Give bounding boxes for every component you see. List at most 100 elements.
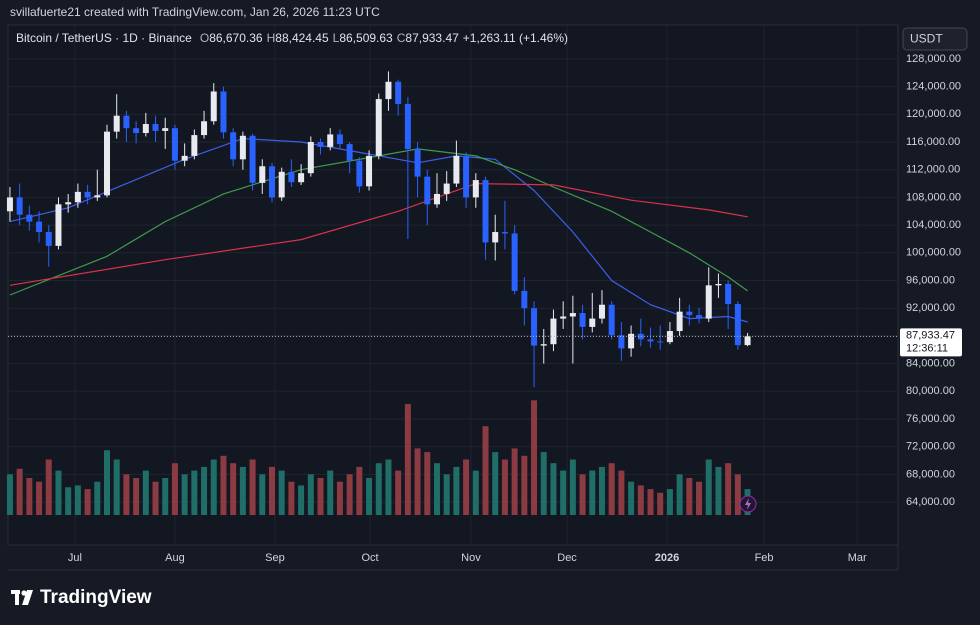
candle-body [103, 131, 110, 196]
volume-bar [385, 459, 392, 515]
volume-bar [249, 459, 256, 515]
candle-body [589, 318, 596, 327]
volume-bar [74, 485, 81, 515]
volume-bar [26, 478, 33, 515]
y-tick-label: 64,000.00 [906, 496, 955, 508]
volume-bar [55, 470, 62, 515]
legend-ohlc-label: C [397, 31, 406, 45]
credit: svillafuerte21 created with TradingView.… [10, 5, 380, 19]
candle-body [676, 311, 683, 332]
candle-body [433, 193, 440, 205]
candle-body [375, 99, 382, 156]
volume-bar [540, 452, 547, 515]
volume-bar [550, 463, 557, 515]
volume-bar [395, 470, 402, 515]
chart-pane [7, 24, 899, 546]
volume-bar [657, 492, 664, 515]
candle-body [210, 91, 217, 122]
logo-shape [15, 590, 19, 605]
volume-bar [152, 481, 159, 515]
volume-bar [210, 459, 217, 515]
candle-body [540, 344, 547, 346]
volume-bar [637, 485, 644, 515]
volume-bar [676, 474, 683, 515]
volume-bar [65, 487, 72, 515]
volume-bar [298, 485, 305, 515]
y-tick-label: 68,000.00 [906, 468, 955, 480]
volume-bar [443, 474, 450, 515]
volume-bar [113, 459, 120, 515]
volume-bar [36, 481, 43, 515]
candle-body [268, 166, 275, 198]
y-tick-label: 108,000.00 [906, 191, 961, 203]
volume-bar [579, 474, 586, 515]
candle-body [521, 290, 528, 309]
volume-bar [142, 470, 149, 515]
y-tick-label: 92,000.00 [906, 302, 955, 314]
x-tick-label: 2026 [655, 552, 679, 564]
x-tick-label: Aug [165, 552, 185, 564]
last-price-label: 87,933.47 [906, 329, 955, 341]
x-tick-label: Sep [265, 552, 285, 564]
event-bolt [745, 498, 751, 510]
countdown: 12:36:11 [906, 342, 948, 354]
legend: Bitcoin / TetherUS · 1D · Binance O86,670… [16, 31, 568, 45]
candle-body [414, 148, 421, 177]
candle-body [113, 115, 120, 132]
candle-body [346, 144, 353, 161]
volume-bar [531, 400, 538, 515]
volume-bar [404, 404, 411, 515]
candle-body [598, 304, 605, 319]
volume-bar [201, 466, 208, 515]
y-tick-label: 104,000.00 [906, 219, 961, 231]
volume-bar [191, 470, 198, 515]
volume-bar [307, 474, 314, 515]
candle-body [715, 283, 722, 286]
volume-bar [317, 478, 324, 515]
currency-button[interactable] [902, 27, 968, 51]
volume-bar [133, 478, 140, 515]
logo-shape [22, 590, 33, 605]
candle-body [404, 103, 411, 149]
volume-bar [472, 470, 479, 515]
candle-body [36, 221, 43, 233]
volume-bar [433, 463, 440, 515]
candle-body [734, 304, 741, 346]
volume-bar [346, 474, 353, 515]
x-tick-label: Oct [361, 552, 378, 564]
candle-body [579, 313, 586, 327]
y-tick-label: 124,000.00 [906, 81, 961, 93]
volume-bar [647, 489, 654, 515]
legend-title: Bitcoin / TetherUS · 1D · Binance [16, 31, 192, 45]
legend-ohlc-label: L [333, 31, 340, 45]
candle-body [45, 232, 52, 246]
candle-body [647, 339, 654, 342]
volume-bar [336, 481, 343, 515]
candle-body [443, 183, 450, 194]
candle-body [618, 335, 625, 349]
volume-bar [414, 448, 421, 515]
volume-bar [123, 474, 130, 515]
y-tick-label: 80,000.00 [906, 385, 955, 397]
volume-bar [162, 478, 169, 515]
candle-body [686, 311, 693, 316]
volume-bar [696, 481, 703, 515]
volume-bar [16, 468, 23, 515]
volume-bar [327, 470, 334, 515]
volume-bar [628, 481, 635, 515]
candle-body [482, 180, 489, 243]
candle-body [317, 142, 324, 147]
volume-bar [725, 463, 732, 515]
candle-body [16, 197, 23, 215]
logo-shape [21, 590, 27, 596]
volume-bar [734, 474, 741, 515]
candle-body [725, 283, 732, 305]
candle-body [744, 336, 751, 346]
legend-ohlc-value: 86,509.63 [339, 31, 393, 45]
currency-label[interactable]: USDT [910, 32, 943, 46]
candle-body [201, 121, 208, 136]
candle-body [133, 128, 140, 134]
legend-change: +1,263.11 (+1.46%) [463, 31, 568, 45]
y-tick-label: 72,000.00 [906, 441, 955, 453]
